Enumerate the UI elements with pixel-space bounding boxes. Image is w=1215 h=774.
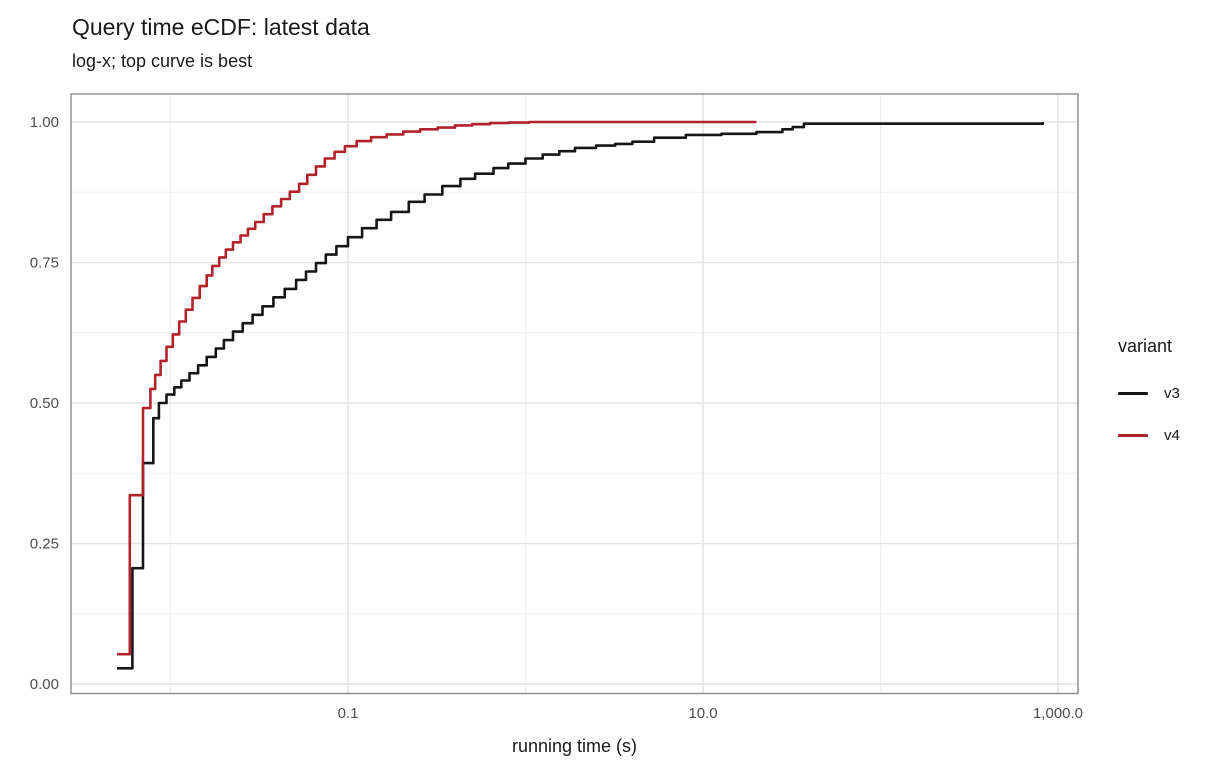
legend-item-label: v4 [1164, 426, 1180, 444]
ecdf-curve-v3 [117, 122, 1044, 670]
ecdf-curve-v4 [117, 120, 757, 656]
legend-title: variant [1118, 336, 1173, 356]
legend-key-line [1118, 433, 1148, 437]
legend: variant v3 v4 [1118, 336, 1180, 445]
x-tick-label: 10.0 [688, 705, 717, 722]
y-tick-label: 0.75 [30, 255, 59, 272]
legend-item-v3: v3 [1118, 383, 1180, 403]
legend-items: v3 v4 [1118, 383, 1180, 445]
panel-border [70, 93, 1079, 695]
y-tick-label: 1.00 [30, 114, 59, 131]
y-tick-label: 0.50 [30, 395, 59, 412]
legend-key-line [1118, 391, 1148, 395]
y-tick-label: 0.00 [30, 676, 59, 693]
legend-item-v4: v4 [1118, 425, 1180, 445]
x-axis-title: running time (s) [511, 736, 638, 756]
legend-item-label: v3 [1164, 384, 1180, 402]
chart-title: Query time eCDF: latest data [72, 14, 370, 40]
y-tick-label: 0.25 [30, 536, 59, 553]
x-tick-label: 1,000.0 [1033, 705, 1083, 722]
chart-subtitle: log-x; top curve is best [72, 51, 253, 71]
x-tick-label: 0.1 [338, 705, 359, 722]
